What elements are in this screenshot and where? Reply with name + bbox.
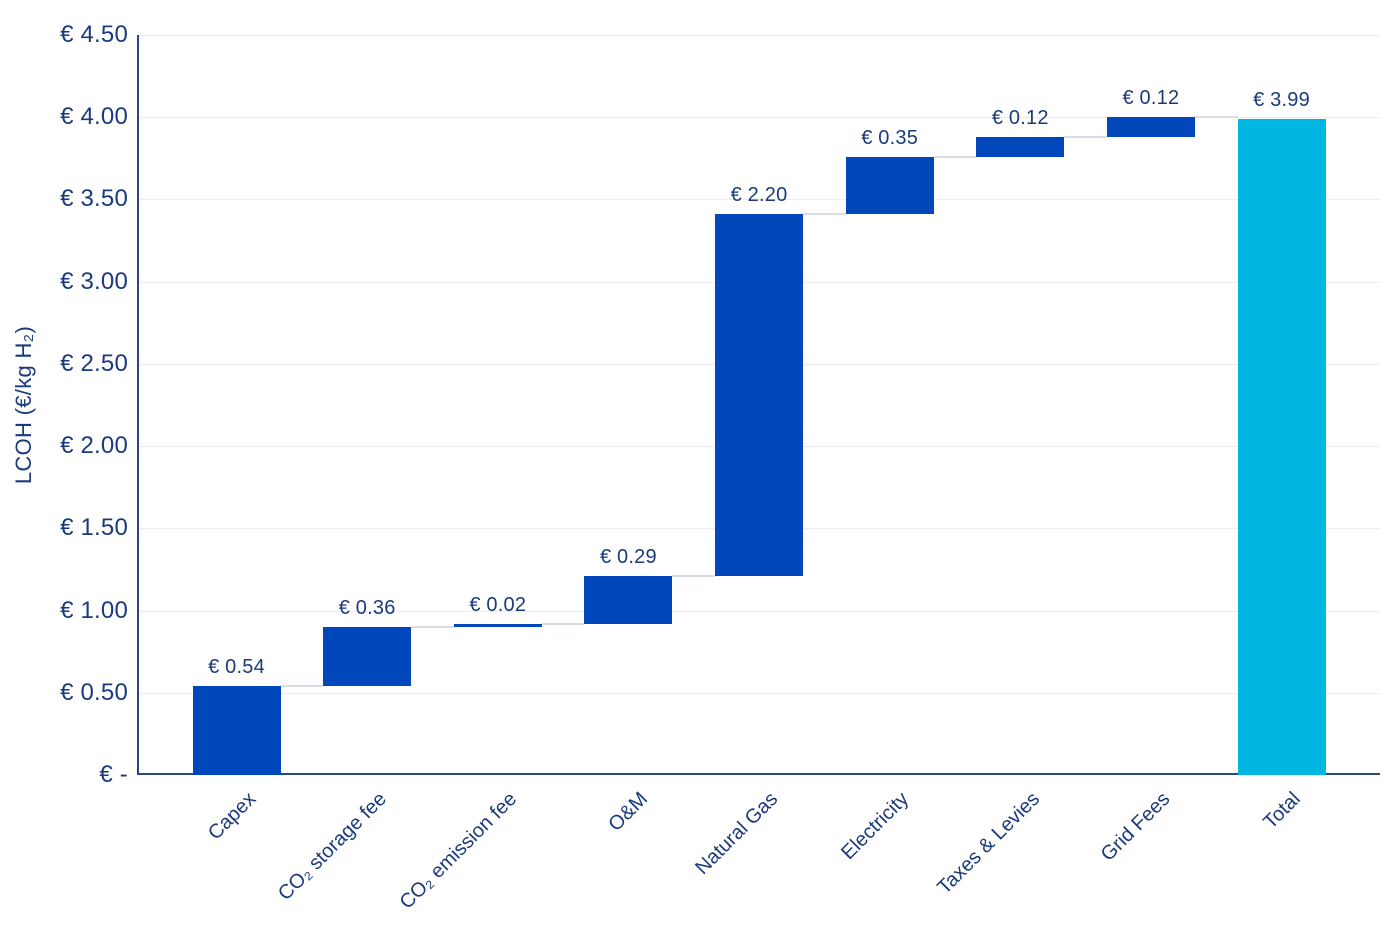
gridline <box>139 117 1380 119</box>
connector-line <box>1064 135 1107 138</box>
x-category-label: CO₂ emission fee <box>395 788 522 914</box>
bar-co-emission-fee <box>453 623 542 627</box>
y-tick-label: € 1.00 <box>60 596 128 624</box>
y-tick-label: € 3.50 <box>60 185 128 213</box>
connector-line <box>672 575 715 578</box>
connector-line <box>1194 116 1238 119</box>
connector-line <box>280 685 324 688</box>
bar-value-label: € 3.99 <box>1253 88 1310 111</box>
x-category-label: CO₂ storage fee <box>273 788 391 905</box>
bar-value-label: € 0.54 <box>208 656 265 679</box>
gridline <box>139 199 1380 201</box>
x-category-label: Capex <box>203 788 261 845</box>
bar-total <box>1237 118 1326 775</box>
x-category-label: Grid Fees <box>1096 788 1175 866</box>
y-tick-label: € 4.00 <box>60 103 128 131</box>
axis-lines <box>137 35 1380 775</box>
gridline <box>139 35 1380 36</box>
x-category-label: Electricity <box>837 788 914 865</box>
bar-electricity <box>845 156 934 215</box>
x-category-label: Total <box>1259 788 1306 834</box>
bar-value-label: € 0.02 <box>469 593 527 616</box>
bar-taxes-levies <box>976 136 1065 157</box>
connector-line <box>933 155 977 158</box>
bar-o-m <box>584 576 673 624</box>
x-category-label: Natural Gas <box>691 788 783 880</box>
y-tick-label: € 1.50 <box>60 514 128 542</box>
connector-line <box>541 622 585 625</box>
y-tick-label: € 0.50 <box>60 678 128 706</box>
y-tick-label: € 4.50 <box>60 21 128 48</box>
connector-line <box>411 626 454 628</box>
x-category-label: O&M <box>604 788 652 836</box>
bar-value-label: € 0.29 <box>599 546 657 569</box>
connector-line <box>803 213 846 216</box>
bar-value-label: € 0.12 <box>991 106 1049 129</box>
bar-value-label: € 0.12 <box>1122 87 1180 110</box>
gridline <box>139 692 1380 694</box>
bar-co-storage-fee <box>323 627 412 687</box>
gridline <box>139 610 1380 612</box>
bar-value-label: € 0.36 <box>338 597 396 619</box>
bar-grid-fees <box>1106 117 1195 137</box>
plot-area <box>137 35 1380 775</box>
y-tick-label: € 2.50 <box>60 349 128 377</box>
bar-value-label: € 0.35 <box>861 126 919 149</box>
y-tick-label: € 2.00 <box>60 432 128 460</box>
bar-capex <box>192 686 281 775</box>
bar-value-label: € 2.20 <box>730 184 788 207</box>
bar-natural-gas <box>715 214 803 576</box>
x-category-label: Taxes & Levies <box>933 788 1044 899</box>
y-tick-label: € - <box>99 761 128 788</box>
y-tick-label: € 3.00 <box>60 267 128 295</box>
